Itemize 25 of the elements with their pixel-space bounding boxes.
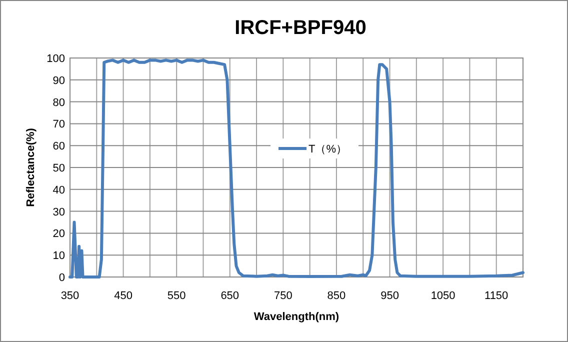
x-tick-label: 1050 [430,290,456,302]
y-tick-label: 50 [52,162,65,174]
x-axis-title: Wavelength(nm) [254,311,340,323]
x-tick-label: 550 [167,290,186,302]
y-tick-label: 80 [52,96,65,109]
y-tick-label: 0 [58,272,65,284]
y-tick-label: 30 [52,206,65,218]
x-tick-label: 950 [380,290,399,302]
y-tick-label: 20 [52,228,65,240]
x-tick-label: 750 [274,290,292,302]
x-tick-label: 450 [114,290,132,302]
x-tick-label: 350 [60,290,80,302]
y-tick-label: 40 [52,184,65,196]
x-tick-label: 1150 [484,290,508,302]
y-tick-label: 90 [52,74,65,87]
x-tick-label: 850 [327,290,346,302]
chart-title: IRCF+BPF940 [234,17,366,39]
y-axis-title: Reflectance(%) [25,128,37,207]
y-tick-label: 60 [52,140,65,153]
y-tick-label: 10 [52,250,65,262]
line-series [68,58,524,278]
y-tick-label: 70 [52,118,65,131]
y-tick-label: 100 [46,53,65,65]
legend-label: T（%） [308,144,347,156]
x-tick-label: 650 [220,290,240,302]
